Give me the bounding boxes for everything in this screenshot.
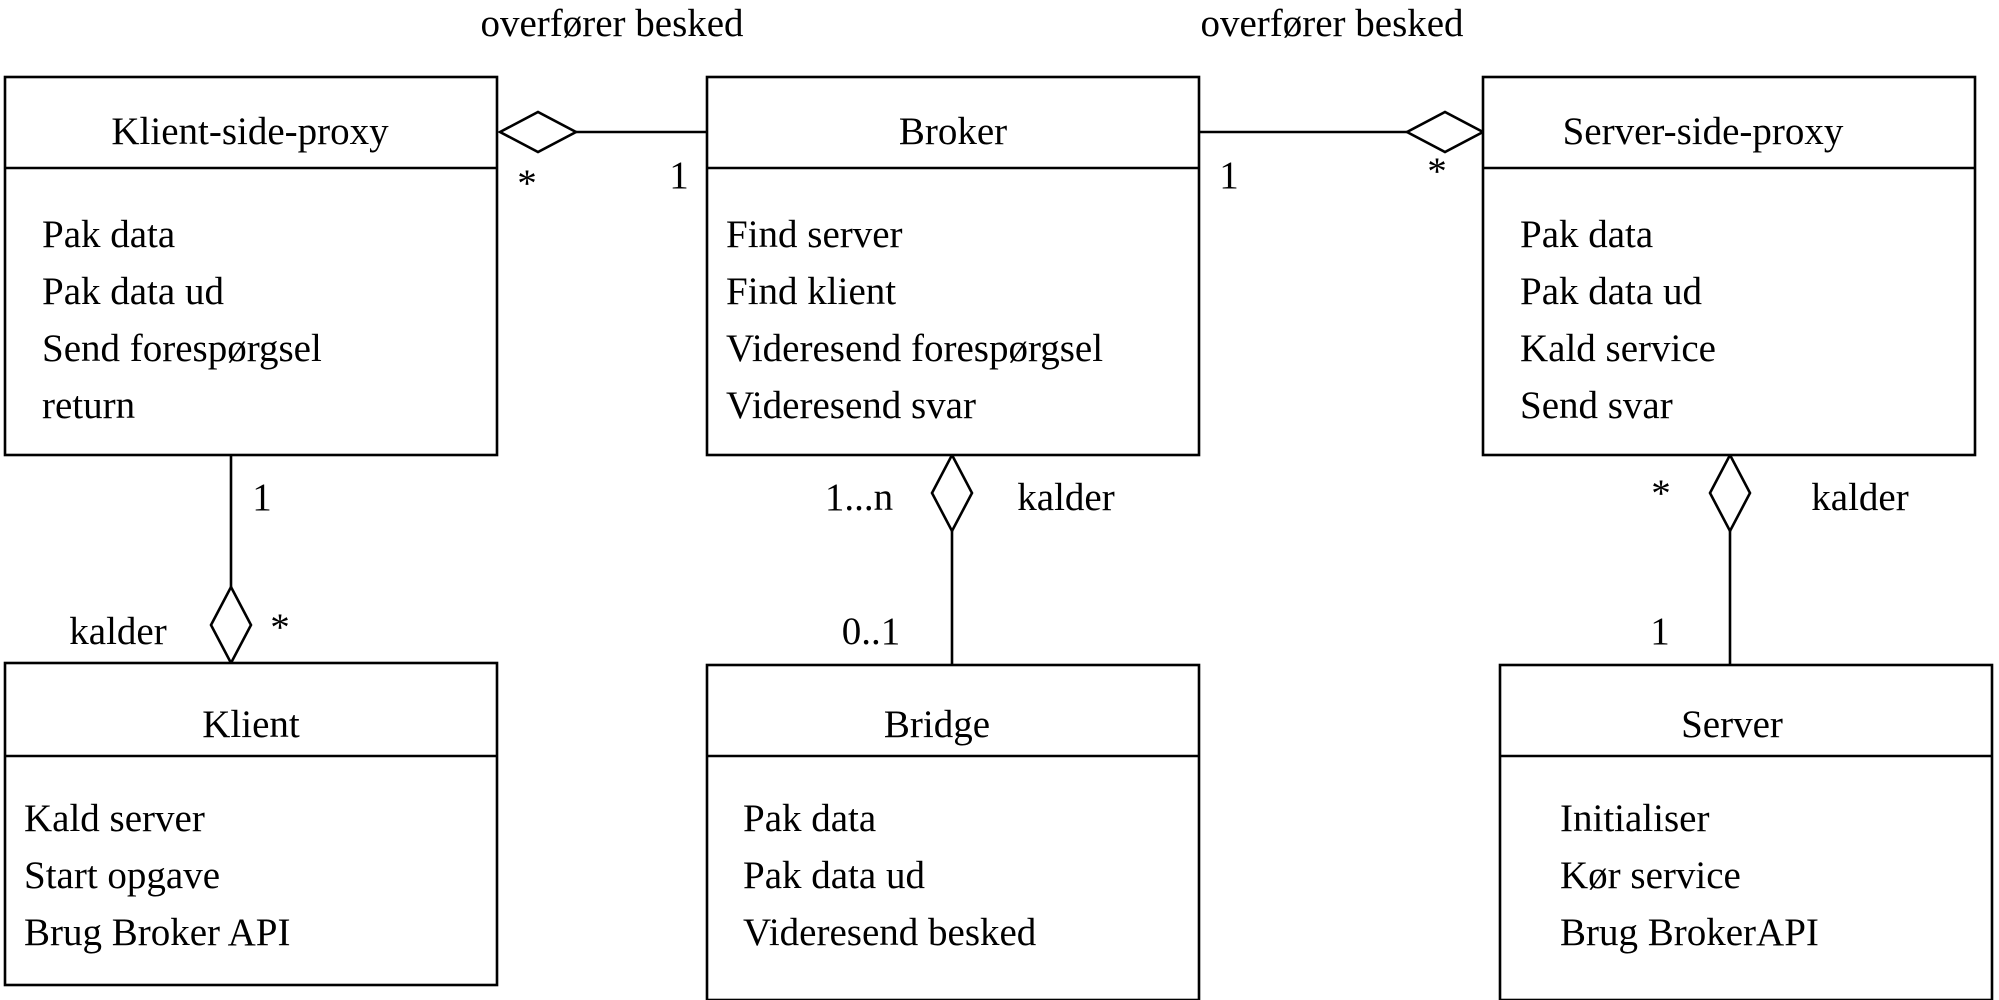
association-label: kalder (69, 610, 166, 653)
class-operation: Initialiser (1560, 797, 1709, 840)
class-operation: Pak data (1520, 213, 1653, 256)
aggregation-diamond-server-side-proxy-bottom (1708, 452, 1752, 534)
multiplicity-label: 1 (1650, 610, 1670, 653)
class-name: Klient-side-proxy (111, 110, 389, 153)
class-box (1498, 663, 1994, 1000)
class-operation: Pak data (743, 797, 876, 840)
class-name: Bridge (884, 703, 990, 746)
class-klient: Klient Kald server Start opgave Brug Bro… (3, 661, 499, 987)
class-box (705, 663, 1201, 1000)
class-operation: Videresend forespørgsel (726, 327, 1103, 370)
multiplicity-label: * (1651, 472, 1671, 515)
class-operation: Find server (726, 213, 903, 256)
aggregation-diamond-klient (209, 584, 253, 666)
class-operation: Pak data ud (743, 854, 925, 897)
class-name: Server (1681, 703, 1783, 746)
aggregation-diamond-klient-side-proxy (497, 110, 579, 154)
class-operation: Find klient (726, 270, 896, 313)
class-operation: Kald service (1520, 327, 1716, 370)
class-server-side-proxy: Server-side-proxy Pak data Pak data ud K… (1481, 75, 1977, 457)
class-operation: Kør service (1560, 854, 1741, 897)
class-operation: Brug BrokerAPI (1560, 911, 1819, 954)
class-operation: Kald server (24, 797, 205, 840)
multiplicity-label: * (270, 606, 290, 649)
association-label: kalder (1017, 476, 1114, 519)
class-operation: Videresend besked (743, 911, 1037, 954)
class-klient-side-proxy: Klient-side-proxy Pak data Pak data ud S… (3, 75, 499, 457)
class-name: Broker (899, 110, 1007, 153)
class-operation: return (42, 384, 135, 427)
class-operation: Brug Broker API (24, 911, 291, 954)
aggregation-diamond-server-side-proxy (1404, 110, 1486, 154)
multiplicity-label: * (517, 162, 537, 205)
class-broker: Broker Find server Find klient Videresen… (705, 75, 1201, 457)
aggregation-diamond-broker (930, 452, 974, 534)
multiplicity-label: 1 (669, 154, 689, 197)
class-name: Klient (202, 703, 300, 746)
association-label: kalder (1811, 476, 1908, 519)
class-operation: Pak data ud (42, 270, 224, 313)
class-operation: Pak data (42, 213, 175, 256)
multiplicity-label: 0..1 (842, 610, 901, 653)
class-operation: Send svar (1520, 384, 1673, 427)
class-operation: Start opgave (24, 854, 220, 897)
class-box (3, 75, 499, 457)
multiplicity-label: 1 (1219, 154, 1239, 197)
class-server: Server Initialiser Kør service Brug Brok… (1498, 663, 1994, 1000)
multiplicity-label: * (1427, 150, 1447, 193)
association-label: overfører besked (480, 2, 744, 45)
class-name: Server-side-proxy (1563, 110, 1844, 153)
class-operation: Pak data ud (1520, 270, 1702, 313)
class-operation: Send forespørgsel (42, 327, 322, 370)
multiplicity-label: 1 (252, 476, 272, 519)
class-bridge: Bridge Pak data Pak data ud Videresend b… (705, 663, 1201, 1000)
class-box (705, 75, 1201, 457)
class-operation: Videresend svar (726, 384, 976, 427)
association-label: overfører besked (1200, 2, 1464, 45)
class-box (1481, 75, 1977, 457)
class-box (3, 661, 499, 987)
multiplicity-label: 1...n (825, 476, 893, 519)
